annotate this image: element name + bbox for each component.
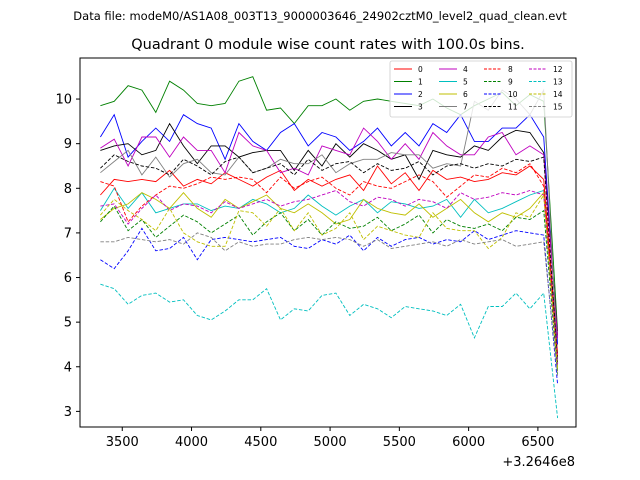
chart-title: Quadrant 0 module wise count rates with …	[131, 37, 525, 53]
legend-label-14: 14	[553, 90, 563, 99]
legend-label-5: 5	[463, 78, 468, 87]
series-line-5	[100, 187, 559, 367]
legend-label-4: 4	[463, 65, 468, 74]
y-tick-label-4: 4	[64, 360, 72, 375]
y-tick-label-10: 10	[55, 93, 72, 108]
series-line-6	[100, 191, 559, 372]
series-line-2	[100, 113, 559, 345]
series-line-0	[100, 165, 559, 354]
legend-label-3: 3	[418, 103, 423, 112]
series-line-10	[100, 227, 559, 385]
legend-label-13: 13	[553, 78, 563, 87]
x-tick-label-6000: 6000	[452, 435, 485, 450]
legend-label-7: 7	[463, 103, 468, 112]
series-line-15	[100, 232, 559, 376]
legend-label-0: 0	[418, 65, 423, 74]
series-line-14	[100, 193, 559, 370]
series-line-13	[100, 283, 559, 419]
legend-label-8: 8	[508, 65, 513, 74]
chart-suptitle: Data file: modeM0/AS1A08_003T13_90000036…	[73, 9, 567, 23]
legend-label-9: 9	[508, 78, 513, 87]
x-tick-label-5000: 5000	[314, 435, 347, 450]
series-line-4	[100, 127, 559, 338]
y-tick-label-8: 8	[64, 182, 72, 197]
x-axis: 3500 4000 4500 5000 5500 6000 6500	[106, 427, 554, 450]
y-tick-label-3: 3	[64, 405, 72, 420]
series-line-12	[100, 189, 559, 365]
x-tick-label-3500: 3500	[106, 435, 139, 450]
series-line-8	[100, 163, 559, 358]
legend-label-11: 11	[508, 103, 518, 112]
y-tick-label-5: 5	[64, 316, 72, 331]
series-line-9	[100, 205, 559, 374]
legend-box	[389, 60, 573, 118]
legend-label-12: 12	[553, 65, 563, 74]
legend-label-2: 2	[418, 90, 423, 99]
y-axis: 3 4 5 6 7 8 9 10	[55, 93, 80, 420]
y-tick-label-6: 6	[64, 271, 72, 286]
y-tick-label-9: 9	[64, 137, 72, 152]
legend-label-15: 15	[553, 103, 563, 112]
x-offset-label: +3.2646e8	[502, 455, 575, 470]
axes-frame	[79, 57, 577, 428]
series-line-11	[100, 154, 559, 363]
series-layer	[100, 76, 559, 419]
x-tick-label-5500: 5500	[383, 435, 416, 450]
legend-label-1: 1	[418, 78, 423, 87]
x-tick-label-6500: 6500	[521, 435, 554, 450]
x-tick-label-4500: 4500	[244, 435, 277, 450]
series-line-3	[100, 122, 559, 336]
legend-label-6: 6	[463, 90, 468, 99]
x-tick-label-4000: 4000	[175, 435, 208, 450]
legend-label-10: 10	[508, 90, 518, 99]
y-tick-label-7: 7	[64, 226, 72, 241]
